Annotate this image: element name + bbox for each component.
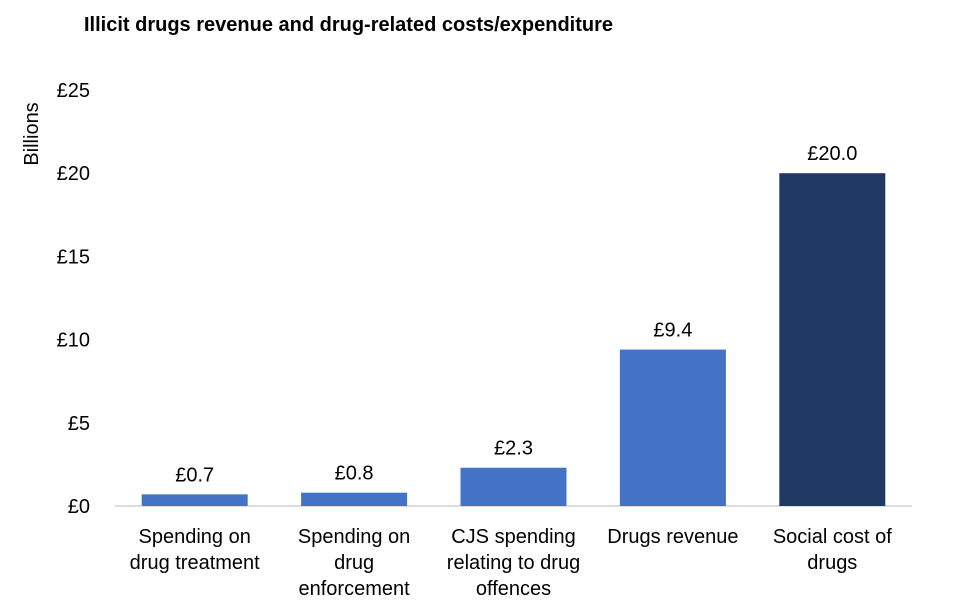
category-label-line: Social cost of [773, 526, 892, 548]
y-tick-label: £0 [68, 496, 90, 518]
category-label: Spending on drug treatment [130, 526, 261, 574]
y-tick-label: £20 [57, 163, 90, 185]
category-label-line: Spending on [139, 526, 251, 548]
y-tick-label: £10 [57, 330, 90, 352]
data-label: £2.3 [494, 438, 533, 460]
category-label-line: enforcement [299, 578, 411, 600]
category-label-line: Spending on [298, 526, 410, 548]
category-label: Drugs revenue [607, 526, 738, 548]
category-label-line: drug treatment [130, 552, 261, 574]
bar [619, 349, 726, 506]
data-label: £0.7 [175, 464, 214, 486]
category-label-line: relating to drug [447, 552, 580, 574]
category-label-line: drugs [807, 552, 857, 574]
y-tick-label: £15 [57, 246, 90, 268]
category-label: CJS spending relating to drug offences [447, 526, 580, 600]
y-tick-label: £25 [57, 80, 90, 102]
category-label-line: offences [476, 578, 551, 600]
data-label: £9.4 [653, 320, 692, 342]
chart-title: Illicit drugs revenue and drug-related c… [84, 14, 614, 36]
bar [460, 467, 567, 506]
category-label-line: Drugs revenue [607, 526, 738, 548]
category-label: Social cost of drugs [773, 526, 892, 574]
y-axis-label: Billions [21, 102, 43, 165]
category-label: Spending on drug enforcement [298, 526, 410, 600]
data-label: £20.0 [807, 143, 857, 165]
bar [301, 492, 408, 506]
bar [779, 173, 886, 506]
bar [141, 494, 248, 506]
y-tick-label: £5 [68, 413, 90, 435]
category-label-line: CJS spending [451, 526, 576, 548]
data-label: £0.8 [335, 463, 374, 485]
category-label-line: drug [334, 552, 374, 574]
